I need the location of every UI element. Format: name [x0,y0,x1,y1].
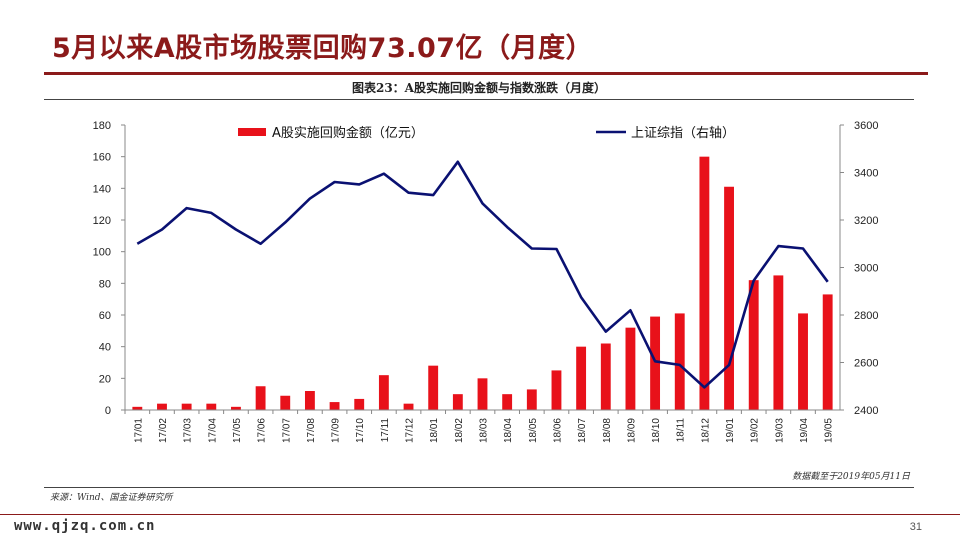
bar [181,403,192,410]
x-tick-label: 19/05 [824,418,835,443]
bar [329,402,340,410]
bar [502,394,513,410]
x-tick-label: 17/10 [355,418,366,443]
x-tick-label: 17/04 [207,418,218,443]
right-tick-label: 2600 [854,358,878,370]
bar [354,398,365,410]
right-y-axis: 2400 2600 2800 3000 3200 3400 3600 [839,120,878,417]
left-tick-label: 180 [93,120,111,132]
x-tick-label: 18/06 [552,418,563,443]
x-tick-label: 17/09 [331,418,342,443]
bar [699,156,710,410]
x-tick-label: 17/06 [257,418,268,443]
left-tick-label: 120 [93,215,111,227]
x-tick-label: 17/02 [158,418,169,443]
x-tick-label: 18/09 [626,418,637,443]
x-tick-label: 18/02 [454,418,465,443]
right-tick-label: 3000 [854,263,878,275]
bar [452,394,463,410]
x-tick-label: 19/03 [774,418,785,443]
right-tick-label: 3600 [854,120,878,132]
x-axis: 17/01 17/02 17/03 17/04 17/05 17/06 17/07 17/08… [124,409,840,443]
bar [748,280,759,410]
bar-series [132,156,833,410]
x-tick-label: 19/04 [799,418,810,443]
x-tick-label: 18/11 [676,418,687,443]
bar [157,403,167,410]
bar [773,275,784,410]
legend-bar-label: A股实施回购金额（亿元） [272,125,424,141]
x-tick-label: 17/08 [306,418,317,443]
title-divider [44,72,928,75]
x-tick-label: 18/01 [429,418,440,443]
bar [526,389,537,410]
legend-line-label: 上证综指（右轴） [631,126,735,141]
left-tick-label: 160 [93,152,111,164]
bar [600,343,611,410]
left-tick-label: 40 [99,342,111,354]
x-tick-label: 18/07 [577,418,588,443]
page-number: 31 [909,521,922,533]
figure-caption: 图表23：A股实施回购金额与指数涨跌（月度） [351,81,606,95]
source-text: 来源：Wind、国金证券研究所 [50,493,173,503]
bar [231,406,241,410]
bar [477,378,488,410]
bar [724,186,734,410]
right-tick-label: 2400 [854,405,878,417]
left-tick-label: 100 [93,247,111,259]
bar [304,391,315,410]
right-tick-label: 3400 [854,168,878,180]
bar [428,365,439,410]
bar [378,375,389,410]
x-tick-label: 17/05 [232,418,243,443]
bar [625,327,636,410]
bar [206,403,217,410]
x-tick-label: 18/10 [651,418,662,443]
slide-title: 5月以来A股市场股票回购73.07亿（月度） [52,33,594,64]
left-tick-label: 20 [99,373,111,385]
index-line [136,160,829,389]
bar [674,313,685,410]
bar [576,346,587,410]
x-tick-label: 17/11 [380,418,391,443]
line-series [136,160,829,389]
right-tick-label: 3200 [854,215,878,227]
date-note: 数据截至于2019年05月11日 [792,472,910,482]
site-watermark: www.qjzq.com.cn [14,518,156,534]
bar [798,313,808,410]
x-tick-label: 17/01 [133,418,144,443]
bar [255,386,266,410]
x-tick-label: 18/04 [503,418,514,443]
x-tick-label: 19/02 [750,418,761,443]
left-tick-label: 80 [99,278,111,290]
x-tick-label: 17/12 [405,418,416,443]
x-tick-label: 18/08 [602,418,613,443]
right-tick-label: 2800 [854,310,878,322]
x-tick-label: 17/03 [183,418,194,443]
bar [650,316,661,410]
x-tick-label: 18/03 [479,418,490,443]
x-tick-label: 18/05 [528,418,539,443]
footer-divider [0,514,960,515]
legend: A股实施回购金额（亿元） 上证综指（右轴） [238,125,735,141]
bar [132,406,143,410]
bar [280,395,291,410]
legend-bar-swatch [238,128,266,136]
source-divider [44,487,914,488]
left-tick-label: 0 [105,405,111,417]
bar [551,370,562,410]
left-y-axis: 0 20 40 60 80 100 120 140 160 180 [93,120,126,417]
x-tick-label: 17/07 [281,418,292,443]
x-tick-label: 18/12 [700,418,711,443]
x-tick-label: 19/01 [725,418,736,443]
caption-divider [44,99,914,100]
left-tick-label: 60 [99,310,111,322]
bar [403,403,414,410]
left-tick-label: 140 [93,183,111,195]
bar [822,294,833,410]
